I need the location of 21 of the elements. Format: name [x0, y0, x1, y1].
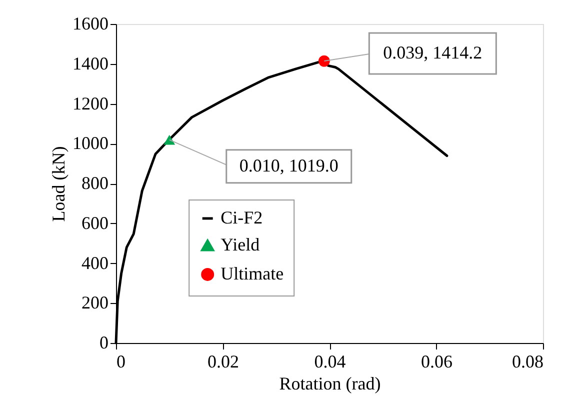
y-tick-label: 1600 [72, 14, 108, 34]
x-tick-label: 0.06 [421, 352, 452, 372]
x-axis-title: Rotation (rad) [279, 374, 381, 394]
y-axis-title: Load (kN) [48, 146, 68, 222]
y-tick-label: 1200 [72, 93, 108, 114]
x-tick-label: 0.08 [512, 352, 544, 372]
legend-label: Yield [220, 234, 260, 254]
legend-label: Ultimate [220, 263, 284, 284]
x-tick-label: 0 [116, 352, 126, 372]
y-tick-label: 800 [82, 173, 108, 193]
y-tick-label: 0 [100, 332, 108, 352]
y-tick-label: 600 [82, 212, 108, 233]
x-tick-label: 0.04 [314, 352, 346, 372]
y-tick-label: 1400 [72, 53, 108, 74]
y-tick-label: 1000 [72, 133, 108, 154]
y-tick-label: 200 [82, 292, 108, 313]
annotation: 0.039, 1414.2 [383, 42, 482, 63]
annotation: 0.010, 1019.0 [239, 155, 338, 176]
legend-label: Ci-F2 [220, 207, 263, 228]
y-tick-label: 400 [82, 252, 108, 273]
x-tick-label: 0.02 [208, 352, 239, 372]
